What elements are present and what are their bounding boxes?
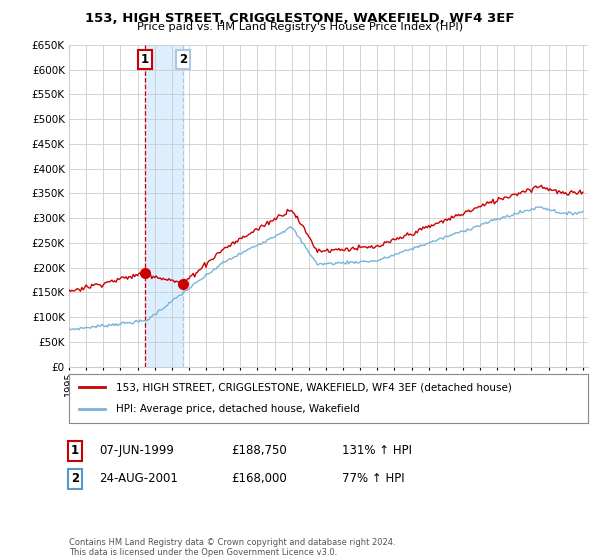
Text: 153, HIGH STREET, CRIGGLESTONE, WAKEFIELD, WF4 3EF (detached house): 153, HIGH STREET, CRIGGLESTONE, WAKEFIEL…: [116, 382, 512, 393]
Text: £188,750: £188,750: [231, 444, 287, 458]
Text: 77% ↑ HPI: 77% ↑ HPI: [342, 472, 404, 486]
Text: 1: 1: [71, 444, 79, 458]
Text: HPI: Average price, detached house, Wakefield: HPI: Average price, detached house, Wake…: [116, 404, 359, 414]
Text: Price paid vs. HM Land Registry's House Price Index (HPI): Price paid vs. HM Land Registry's House …: [137, 22, 463, 32]
Text: Contains HM Land Registry data © Crown copyright and database right 2024.
This d: Contains HM Land Registry data © Crown c…: [69, 538, 395, 557]
Text: 131% ↑ HPI: 131% ↑ HPI: [342, 444, 412, 458]
Text: £168,000: £168,000: [231, 472, 287, 486]
Bar: [145, 45, 183, 367]
Text: 1: 1: [141, 53, 149, 66]
Text: 153, HIGH STREET, CRIGGLESTONE, WAKEFIELD, WF4 3EF: 153, HIGH STREET, CRIGGLESTONE, WAKEFIEL…: [85, 12, 515, 25]
Text: 24-AUG-2001: 24-AUG-2001: [99, 472, 178, 486]
Text: 2: 2: [179, 53, 187, 66]
Text: 07-JUN-1999: 07-JUN-1999: [99, 444, 174, 458]
Text: 2: 2: [71, 472, 79, 486]
